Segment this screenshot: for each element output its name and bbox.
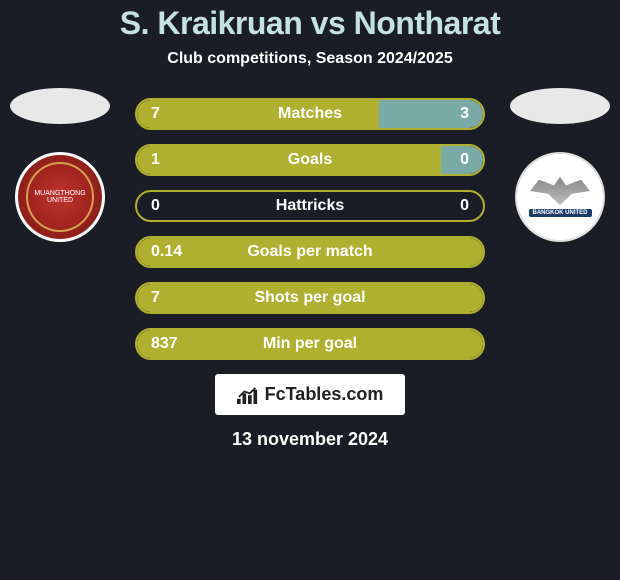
fctables-logo-icon <box>237 386 259 404</box>
stat-value-right: 0 <box>460 151 469 169</box>
stat-value-right: 3 <box>460 105 469 123</box>
stat-value-left: 0 <box>151 197 160 215</box>
stat-value-left: 7 <box>151 289 160 307</box>
comparison-area: MUANGTHONG UNITED 7 3 Matches 1 0 Goals 0 0 Hatt… <box>0 98 620 360</box>
player-left-column: MUANGTHONG UNITED <box>10 88 110 242</box>
subtitle: Club competitions, Season 2024/2025 <box>167 50 452 68</box>
stat-bar-left <box>137 100 379 128</box>
stat-label: Matches <box>278 105 342 123</box>
stat-value-right: 0 <box>460 197 469 215</box>
club-badge-right-label: BANGKOK UNITED <box>529 209 592 217</box>
stat-value-left: 7 <box>151 105 160 123</box>
player-right-column: BANGKOK UNITED <box>510 88 610 242</box>
stat-label: Goals per match <box>247 243 372 261</box>
stat-row: 0 0 Hattricks <box>135 190 485 222</box>
stat-row: 1 0 Goals <box>135 144 485 176</box>
stat-label: Hattricks <box>276 197 344 215</box>
stat-label: Goals <box>288 151 332 169</box>
date-text: 13 november 2024 <box>232 429 388 450</box>
club-badge-right-wings-icon <box>530 177 590 205</box>
player-left-avatar <box>10 88 110 124</box>
stat-row: 0.14 Goals per match <box>135 236 485 268</box>
player-right-avatar <box>510 88 610 124</box>
stat-label: Shots per goal <box>254 289 365 307</box>
footer-brand-text: FcTables.com <box>265 384 384 405</box>
stat-value-left: 837 <box>151 335 178 353</box>
club-badge-right: BANGKOK UNITED <box>515 152 605 242</box>
stats-column: 7 3 Matches 1 0 Goals 0 0 Hattricks 0.14 Goals per… <box>135 98 485 360</box>
footer-brand-badge: FcTables.com <box>215 374 406 415</box>
comparison-infographic: S. Kraikruan vs Nontharat Club competiti… <box>0 0 620 450</box>
club-badge-left: MUANGTHONG UNITED <box>15 152 105 242</box>
stat-row: 7 Shots per goal <box>135 282 485 314</box>
stat-row: 7 3 Matches <box>135 98 485 130</box>
stat-value-left: 1 <box>151 151 160 169</box>
stat-row: 837 Min per goal <box>135 328 485 360</box>
club-badge-left-label: MUANGTHONG UNITED <box>26 162 94 232</box>
stat-value-left: 0.14 <box>151 243 182 261</box>
stat-label: Min per goal <box>263 335 357 353</box>
page-title: S. Kraikruan vs Nontharat <box>120 5 501 42</box>
